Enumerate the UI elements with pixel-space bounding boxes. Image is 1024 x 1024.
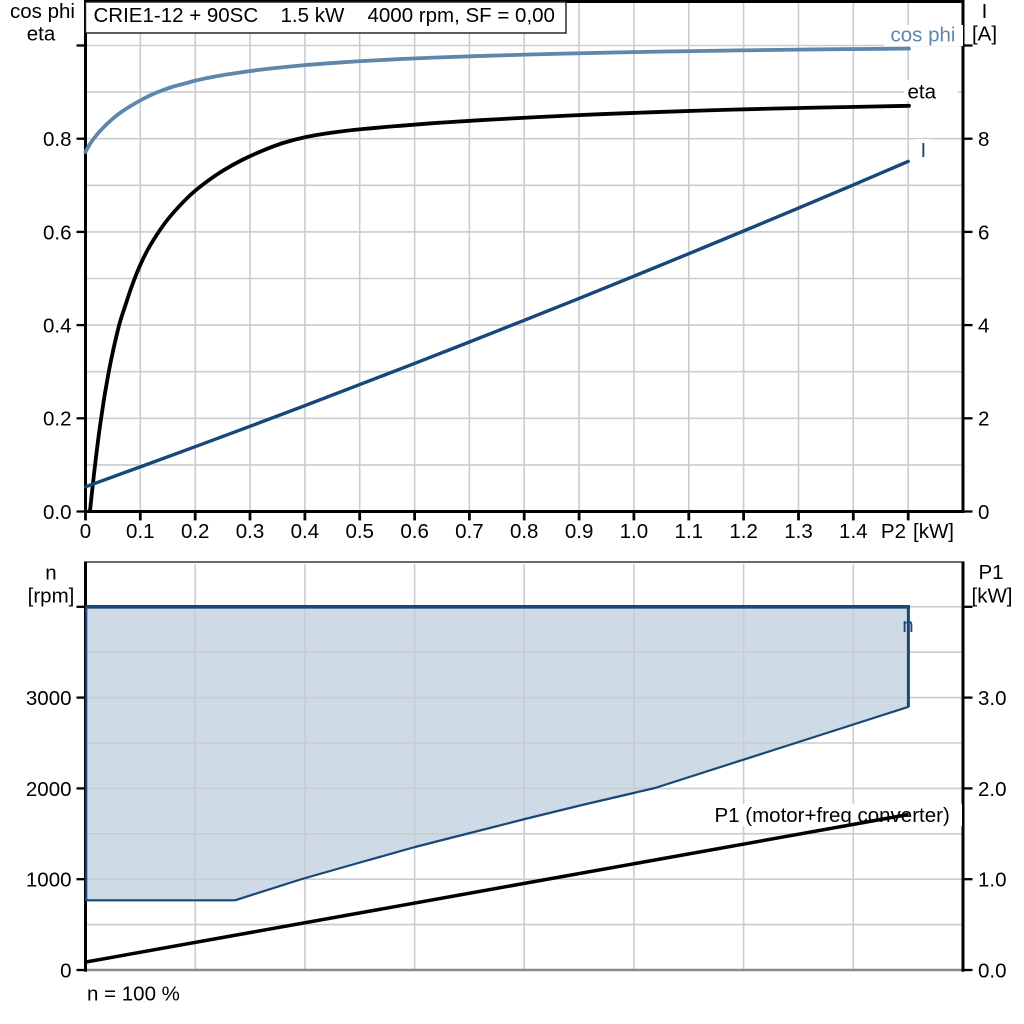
svg-text:2000: 2000 [26,778,72,801]
svg-text:cos phi: cos phi [891,24,956,47]
svg-text:[A]: [A] [972,23,997,46]
svg-text:0.8: 0.8 [43,128,72,151]
svg-text:0.6: 0.6 [400,520,429,543]
svg-text:0.3: 0.3 [236,520,265,543]
svg-text:[rpm]: [rpm] [28,584,75,607]
svg-text:1.4: 1.4 [839,520,868,543]
svg-text:0.9: 0.9 [565,520,594,543]
svg-text:1.2: 1.2 [729,520,758,543]
svg-text:0.2: 0.2 [181,520,210,543]
svg-text:2.0: 2.0 [978,778,1007,801]
svg-text:2: 2 [978,408,989,431]
svg-text:eta: eta [27,23,56,46]
svg-text:0.0: 0.0 [43,501,72,524]
svg-text:0.6: 0.6 [43,221,72,244]
svg-text:6: 6 [978,221,989,244]
svg-text:I: I [921,139,927,162]
svg-text:4000 rpm, SF = 0,00: 4000 rpm, SF = 0,00 [368,4,555,27]
svg-text:0.8: 0.8 [510,520,539,543]
svg-text:0.5: 0.5 [345,520,374,543]
svg-text:I: I [982,0,988,23]
svg-text:1.3: 1.3 [784,520,813,543]
svg-text:n = 100 %: n = 100 % [87,983,180,1006]
svg-text:P1 (motor+freq converter): P1 (motor+freq converter) [715,804,950,827]
svg-text:0: 0 [978,501,989,524]
svg-text:3000: 3000 [26,687,72,710]
svg-text:CRIE1-12 + 90SC: CRIE1-12 + 90SC [94,4,259,27]
svg-text:[kW]: [kW] [913,520,954,543]
svg-text:0: 0 [80,520,91,543]
svg-text:n: n [45,562,56,585]
svg-text:cos phi: cos phi [10,0,75,23]
svg-text:P2: P2 [881,520,906,543]
svg-text:n: n [902,614,913,637]
svg-text:4: 4 [978,315,989,338]
svg-text:1.0: 1.0 [978,869,1007,892]
svg-text:P1: P1 [978,561,1003,584]
svg-text:[kW]: [kW] [972,585,1013,608]
svg-text:0: 0 [60,959,71,982]
svg-text:0.0: 0.0 [978,959,1007,982]
svg-text:1.1: 1.1 [675,520,704,543]
svg-text:0.4: 0.4 [291,520,320,543]
svg-text:eta: eta [908,81,937,104]
svg-text:3.0: 3.0 [978,687,1007,710]
svg-text:1000: 1000 [26,869,72,892]
svg-text:0.1: 0.1 [126,520,155,543]
svg-text:1.0: 1.0 [620,520,649,543]
svg-text:0.4: 0.4 [43,315,72,338]
svg-text:8: 8 [978,128,989,151]
svg-text:0.2: 0.2 [43,408,72,431]
svg-text:1.5 kW: 1.5 kW [281,4,345,27]
svg-text:0.7: 0.7 [455,520,484,543]
